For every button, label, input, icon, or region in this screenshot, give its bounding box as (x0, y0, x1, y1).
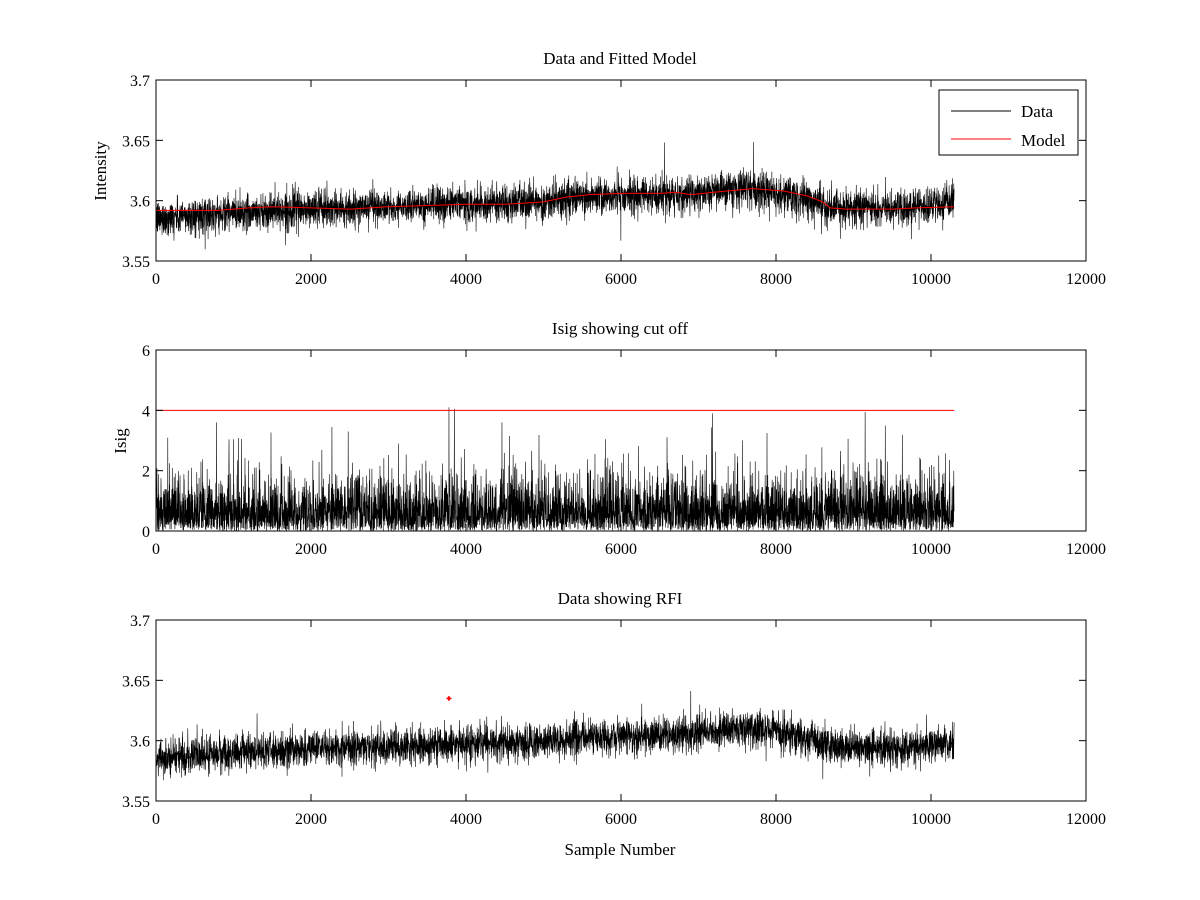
x-axis-label: Sample Number (565, 840, 676, 859)
x-tick-label: 12000 (1066, 271, 1106, 288)
rfi-marker (446, 695, 452, 701)
series-line-data (156, 142, 955, 250)
y-tick-label: 3.6 (130, 194, 150, 211)
y-tick-label: 3.7 (130, 613, 150, 630)
x-tick-label: 10000 (911, 541, 951, 558)
x-tick-label: 6000 (605, 271, 637, 288)
x-tick-label: 4000 (450, 271, 482, 288)
y-tick-label: 3.55 (122, 254, 150, 271)
y-tick-label: 3.65 (122, 673, 150, 690)
x-tick-label: 6000 (605, 811, 637, 828)
axis-ticks: 0 2000 4000 6000 8000 10000 12000 3.55 3.6 3.65 3.… (122, 73, 1106, 288)
y-axis-label: Isig (111, 428, 130, 454)
plot-area (156, 407, 955, 531)
x-tick-label: 10000 (911, 271, 951, 288)
x-tick-label: 4000 (450, 811, 482, 828)
y-tick-label: 3.7 (130, 73, 150, 90)
x-tick-label: 8000 (760, 541, 792, 558)
x-tick-label: 6000 (605, 541, 637, 558)
series-line-isig (156, 407, 955, 531)
x-tick-label: 2000 (295, 811, 327, 828)
x-tick-label: 0 (152, 541, 160, 558)
x-tick-label: 2000 (295, 541, 327, 558)
y-tick-label: 3.55 (122, 794, 150, 811)
x-tick-label: 4000 (450, 541, 482, 558)
chart-panel-isig: Isig showing cut off Isig 0 2000 4000 6000 8… (111, 319, 1106, 558)
y-tick-label: 6 (142, 343, 150, 360)
legend-label-model: Model (1021, 131, 1066, 150)
y-tick-label: 2 (142, 464, 150, 481)
x-tick-label: 12000 (1066, 541, 1106, 558)
series-layer (156, 407, 955, 531)
series-line-series-0 (156, 691, 955, 781)
legend: Data Model (938, 89, 1079, 156)
y-tick-label: 0 (142, 524, 150, 541)
chart-title: Isig showing cut off (552, 319, 688, 338)
y-tick-label: 3.6 (130, 734, 150, 751)
y-axis-label: Intensity (91, 141, 110, 201)
axis-ticks: 0 2000 4000 6000 8000 10000 12000 3.55 3.6 3.65 3.… (122, 613, 1106, 828)
axis-ticks: 0 2000 4000 6000 8000 10000 12000 0 2 4 6 (142, 343, 1106, 558)
chart-panel-rfi: Data showing RFI Sample Number 0 2000 4000… (122, 589, 1106, 859)
series-layer (156, 142, 955, 250)
x-tick-label: 8000 (760, 271, 792, 288)
chart-title: Data and Fitted Model (543, 49, 697, 68)
chart-title: Data showing RFI (558, 589, 683, 608)
x-tick-label: 0 (152, 811, 160, 828)
y-tick-label: 3.65 (122, 133, 150, 150)
series-layer (156, 691, 955, 781)
legend-label-data: Data (1021, 102, 1054, 121)
series-line-model (156, 188, 955, 211)
x-tick-label: 0 (152, 271, 160, 288)
plot-area (156, 142, 955, 250)
chart-panel-data-and-model: Data and Fitted Model Intensity 0 2000 400… (91, 49, 1106, 288)
x-tick-label: 12000 (1066, 811, 1106, 828)
x-tick-label: 8000 (760, 811, 792, 828)
plot-area (156, 691, 955, 781)
x-tick-label: 10000 (911, 811, 951, 828)
legend-box (938, 89, 1079, 156)
x-tick-label: 2000 (295, 271, 327, 288)
y-tick-label: 4 (142, 403, 150, 420)
